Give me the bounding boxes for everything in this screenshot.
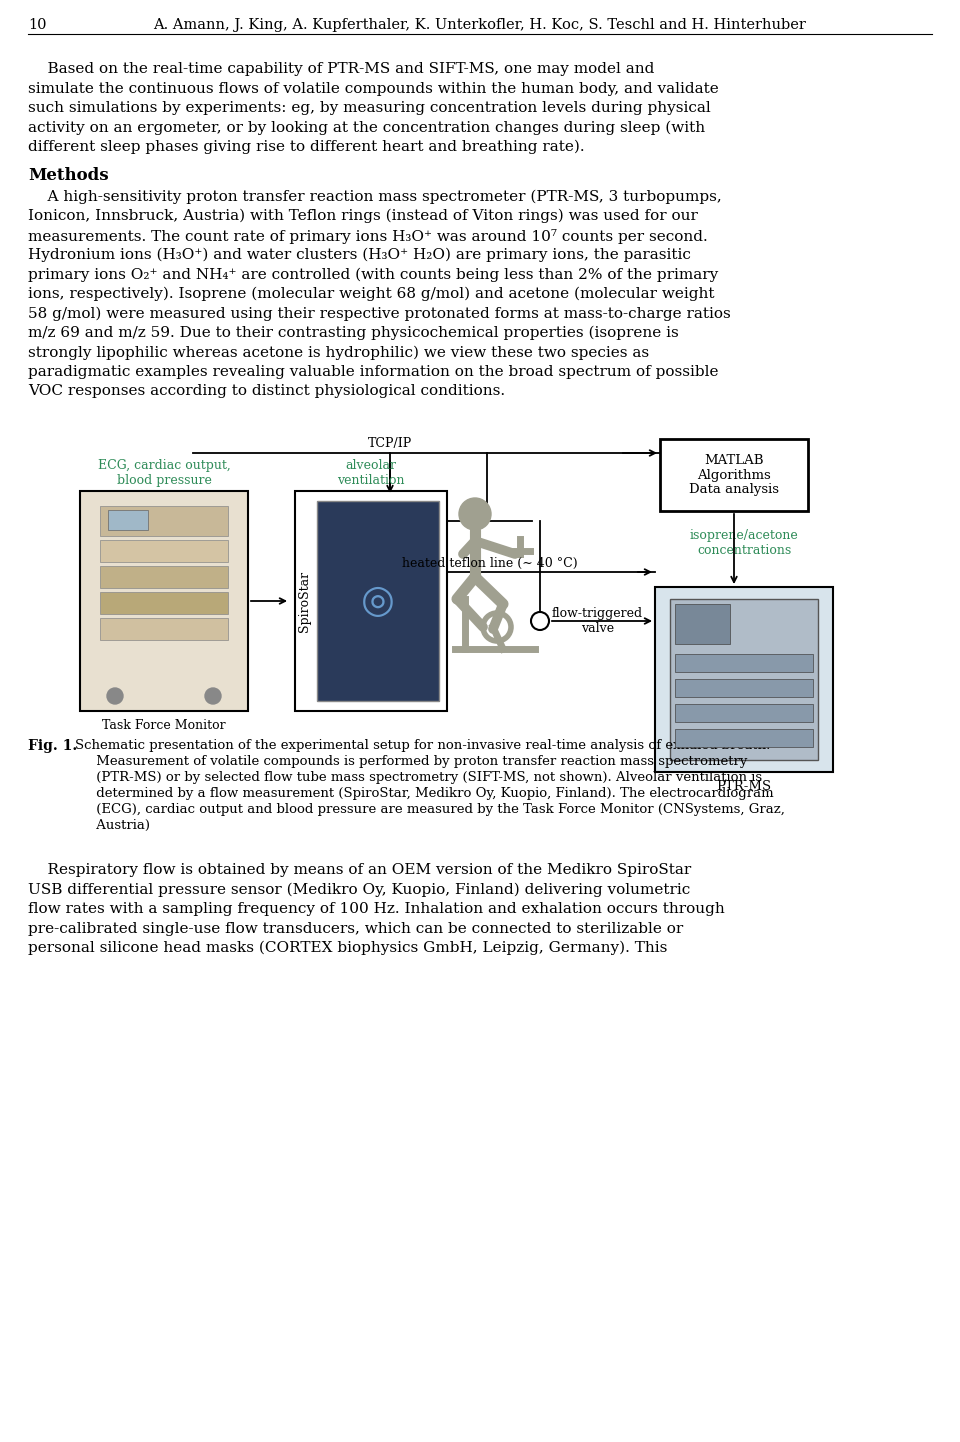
Text: strongly lipophilic whereas acetone is hydrophilic) we view these two species as: strongly lipophilic whereas acetone is h… (28, 346, 649, 360)
Bar (675, 679, 813, 696)
Text: ions, respectively). Isoprene (molecular weight 68 g/mol) and acetone (molecular: ions, respectively). Isoprene (molecular… (28, 287, 714, 301)
Bar (100, 619, 228, 640)
Text: Measurement of volatile compounds is performed by proton transfer reaction mass : Measurement of volatile compounds is per… (75, 756, 748, 769)
Text: ECG, cardiac output,
blood pressure: ECG, cardiac output, blood pressure (98, 459, 230, 487)
Bar (108, 510, 148, 531)
Text: flow-triggered
valve: flow-triggered valve (552, 607, 643, 634)
Bar (100, 593, 228, 614)
Bar (675, 730, 813, 747)
Text: Respiratory flow is obtained by means of an OEM version of the Medikro SpiroStar: Respiratory flow is obtained by means of… (28, 862, 691, 877)
Text: Austria): Austria) (75, 819, 150, 832)
Bar (655, 587, 833, 771)
Text: PTR-MS: PTR-MS (716, 780, 772, 793)
Text: TCP/IP: TCP/IP (368, 437, 412, 450)
Text: activity on an ergometer, or by looking at the concentration changes during slee: activity on an ergometer, or by looking … (28, 121, 706, 136)
Text: paradigmatic examples revealing valuable information on the broad spectrum of po: paradigmatic examples revealing valuable… (28, 365, 718, 379)
Circle shape (107, 688, 123, 704)
Text: Hydronium ions (H₃O⁺) and water clusters (H₃O⁺ H₂O) are primary ions, the parasi: Hydronium ions (H₃O⁺) and water clusters… (28, 248, 691, 262)
Text: m/z 69 and m/z 59. Due to their contrasting physicochemical properties (isoprene: m/z 69 and m/z 59. Due to their contrast… (28, 326, 679, 340)
Circle shape (205, 688, 221, 704)
Text: MATLAB
Algorithms
Data analysis: MATLAB Algorithms Data analysis (689, 453, 779, 496)
Text: 10: 10 (28, 17, 46, 32)
Bar (100, 506, 228, 536)
Circle shape (531, 611, 549, 630)
Text: primary ions O₂⁺ and NH₄⁺ are controlled (with counts being less than 2% of the : primary ions O₂⁺ and NH₄⁺ are controlled… (28, 268, 718, 281)
Text: Ionicon, Innsbruck, Austria) with Teflon rings (instead of Viton rings) was used: Ionicon, Innsbruck, Austria) with Teflon… (28, 209, 698, 224)
Text: Based on the real-time capability of PTR-MS and SIFT-MS, one may model and: Based on the real-time capability of PTR… (28, 62, 655, 76)
Text: Schematic presentation of the experimental setup for non-invasive real-time anal: Schematic presentation of the experiment… (75, 738, 770, 751)
Text: VOC responses according to distinct physiological conditions.: VOC responses according to distinct phys… (28, 385, 505, 398)
Text: different sleep phases giving rise to different heart and breathing rate).: different sleep phases giving rise to di… (28, 140, 585, 154)
Bar (675, 704, 813, 722)
Bar (675, 655, 813, 672)
Text: Methods: Methods (28, 167, 108, 185)
Text: flow rates with a sampling frequency of 100 Hz. Inhalation and exhalation occurs: flow rates with a sampling frequency of … (28, 903, 725, 916)
Text: USB differential pressure sensor (Medikro Oy, Kuopio, Finland) delivering volume: USB differential pressure sensor (Medikr… (28, 883, 690, 897)
Text: such simulations by experiments: eg, by measuring concentration levels during ph: such simulations by experiments: eg, by … (28, 101, 710, 115)
Bar (317, 500, 439, 701)
Bar (675, 604, 730, 645)
Text: isoprene/acetone
concentrations: isoprene/acetone concentrations (689, 529, 799, 557)
Text: heated teflon line (∼ 40 °C): heated teflon line (∼ 40 °C) (402, 557, 578, 570)
Text: Task Force Monitor: Task Force Monitor (102, 720, 226, 733)
Bar (80, 490, 248, 711)
Bar (100, 567, 228, 588)
Text: pre-calibrated single-use flow transducers, which can be connected to sterilizab: pre-calibrated single-use flow transduce… (28, 921, 684, 936)
Text: personal silicone head masks (CORTEX biophysics GmbH, Leipzig, Germany). This: personal silicone head masks (CORTEX bio… (28, 942, 667, 956)
Text: A. Amann, J. King, A. Kupferthaler, K. Unterkofler, H. Koc, S. Teschl and H. Hin: A. Amann, J. King, A. Kupferthaler, K. U… (154, 17, 806, 32)
Bar (670, 598, 818, 760)
Text: Fig. 1.: Fig. 1. (28, 738, 77, 753)
Bar (660, 438, 808, 510)
Text: measurements. The count rate of primary ions H₃O⁺ was around 10⁷ counts per seco: measurements. The count rate of primary … (28, 228, 708, 244)
Text: alveolar
ventilation: alveolar ventilation (337, 459, 405, 487)
Text: SpiroStar: SpiroStar (299, 571, 311, 632)
Text: 58 g/mol) were measured using their respective protonated forms at mass-to-charg: 58 g/mol) were measured using their resp… (28, 307, 731, 322)
Circle shape (459, 497, 491, 531)
Text: ◎: ◎ (361, 583, 395, 620)
Text: (ECG), cardiac output and blood pressure are measured by the Task Force Monitor : (ECG), cardiac output and blood pressure… (75, 803, 785, 816)
Text: A high-sensitivity proton transfer reaction mass spectrometer (PTR-MS, 3 turbopu: A high-sensitivity proton transfer react… (28, 189, 722, 203)
Bar (295, 490, 447, 711)
Text: determined by a flow measurement (SpiroStar, Medikro Oy, Kuopio, Finland). The e: determined by a flow measurement (SpiroS… (75, 787, 774, 800)
Bar (100, 539, 228, 562)
Text: simulate the continuous flows of volatile compounds within the human body, and v: simulate the continuous flows of volatil… (28, 82, 719, 95)
Text: (PTR-MS) or by selected flow tube mass spectrometry (SIFT-MS, not shown). Alveol: (PTR-MS) or by selected flow tube mass s… (75, 771, 762, 784)
